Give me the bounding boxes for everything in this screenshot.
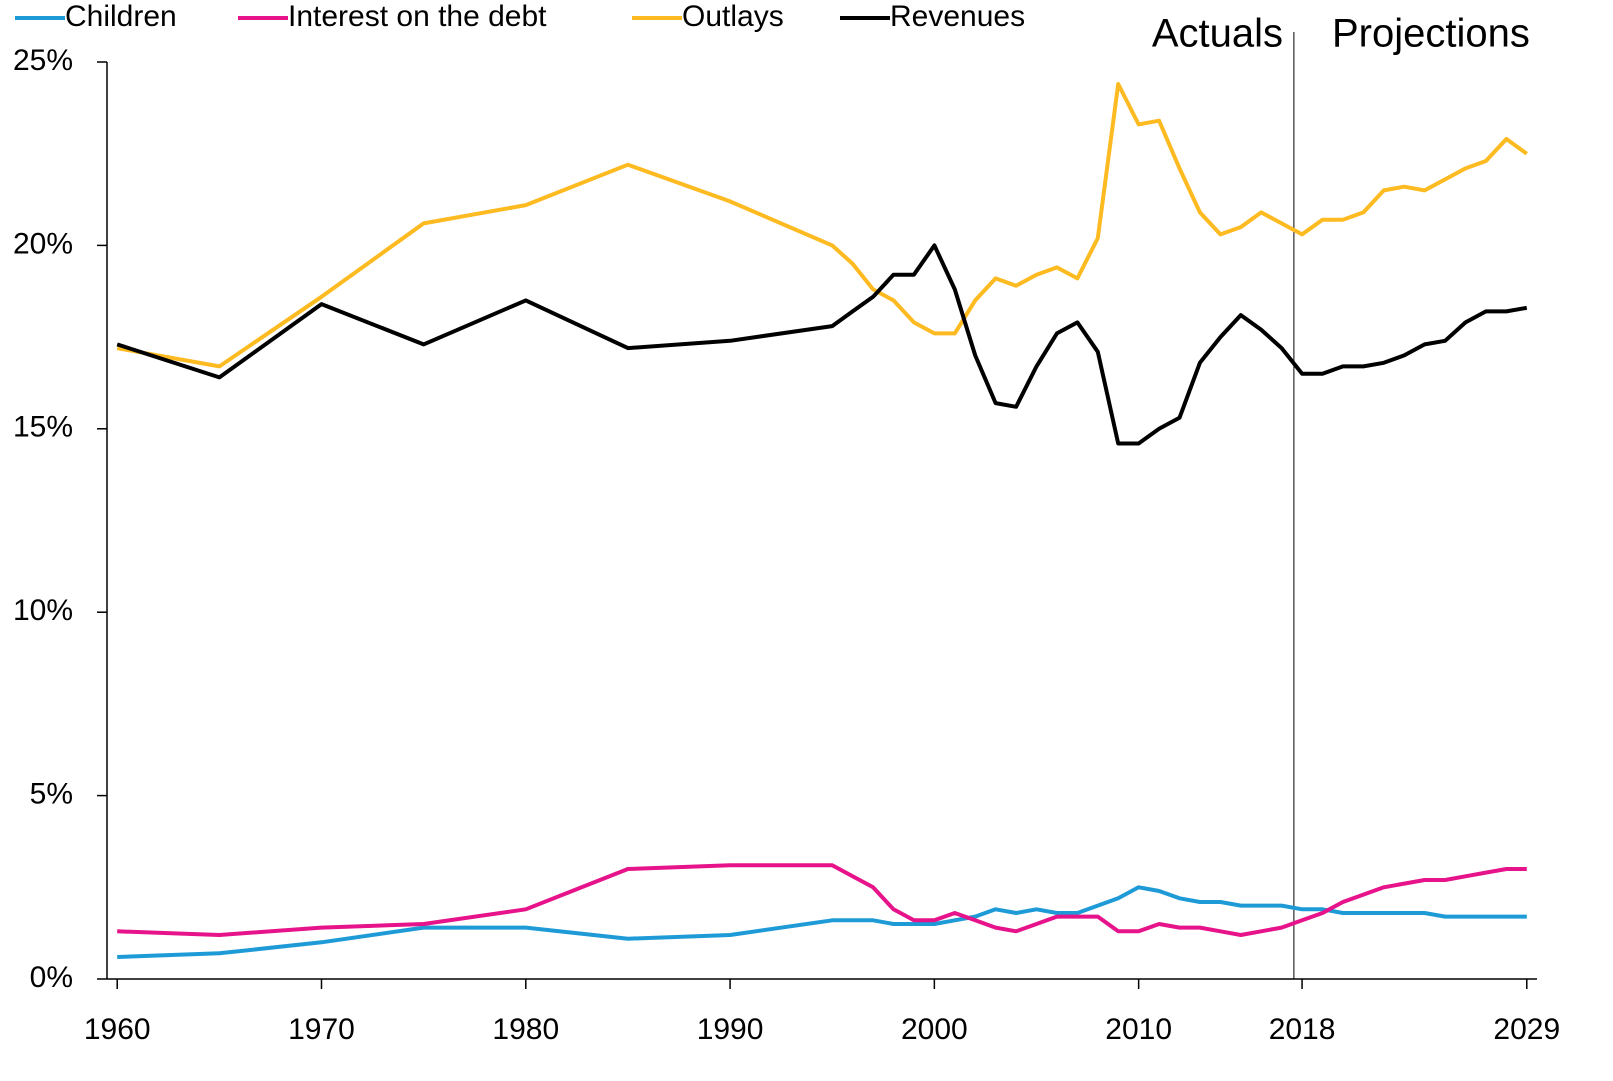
series-line	[117, 863, 1527, 937]
x-tick-label: 2018	[1269, 1013, 1336, 1046]
legend-label: Revenues	[890, 0, 1025, 33]
x-tick-label: 2010	[1105, 1013, 1172, 1046]
y-tick-label: 5%	[30, 778, 73, 811]
legend-label: Children	[65, 0, 177, 33]
x-tick-label: 2000	[901, 1013, 968, 1046]
x-tick-label: 1960	[84, 1013, 151, 1046]
y-tick-label: 15%	[13, 411, 73, 444]
y-tick-label: 10%	[13, 594, 73, 627]
annotation: Actuals	[1152, 12, 1283, 56]
x-tick-label: 1980	[492, 1013, 559, 1046]
series-line	[116, 243, 1528, 446]
series-line	[116, 82, 1528, 369]
x-tick-label: 1970	[288, 1013, 355, 1046]
y-tick-label: 0%	[30, 961, 73, 994]
y-tick-label: 20%	[13, 227, 73, 260]
annotation: Projections	[1332, 12, 1530, 56]
x-tick-label: 2029	[1493, 1013, 1560, 1046]
series-line	[117, 885, 1527, 959]
y-tick-label: 25%	[13, 44, 73, 77]
legend-label: Outlays	[682, 0, 784, 33]
x-tick-label: 1990	[697, 1013, 764, 1046]
legend-label: Interest on the debt	[288, 0, 547, 33]
